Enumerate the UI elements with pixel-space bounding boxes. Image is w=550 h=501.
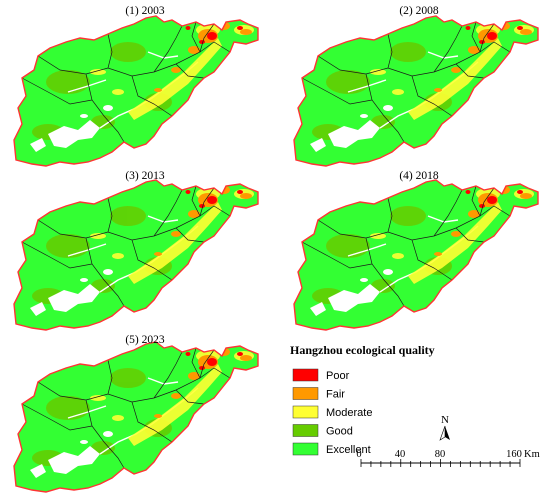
legend-label-poor: Poor: [326, 370, 350, 382]
legend-items: Poor Fair Moderate Good Excellent: [292, 368, 372, 456]
legend-label-good: Good: [326, 426, 353, 438]
scale-tick-label: 40: [395, 449, 406, 460]
north-arrow-icon: N: [439, 414, 450, 441]
legend-swatch-poor: [292, 368, 319, 382]
scale-tick-label: 80: [435, 449, 446, 460]
map-panel-2018: (4) 2018: [294, 170, 538, 330]
legend-swatch-excellent: [292, 442, 319, 456]
legend-swatch-moderate: [292, 405, 319, 419]
panel-label-2008: (2) 2008: [399, 5, 439, 17]
scale-tick-label: 0: [356, 449, 361, 460]
legend-label-fair: Fair: [326, 389, 345, 401]
legend: Hangzhou ecological quality Poor Fair Mode…: [290, 343, 435, 456]
panel-label-2003: (1) 2003: [125, 5, 165, 17]
map-panel-2013: (3) 2013: [14, 170, 258, 330]
map-panel-2023: (5) 2023: [14, 334, 258, 492]
legend-swatch-fair: [292, 387, 319, 400]
legend-title: Hangzhou ecological quality: [290, 343, 435, 357]
legend-label-excellent: Excellent: [326, 444, 371, 456]
scale-unit-label: Km: [524, 449, 540, 460]
panel-label-2013: (3) 2013: [125, 170, 165, 182]
panel-label-2023: (5) 2023: [125, 334, 165, 346]
scale-tick-label: 160: [506, 449, 522, 460]
map-panel-2003: (1) 2003: [14, 5, 258, 166]
scale-bar: 0 40 80 160 Km: [356, 449, 540, 467]
panel-label-2018: (4) 2018: [399, 170, 439, 182]
legend-label-moderate: Moderate: [326, 407, 372, 419]
legend-swatch-good: [292, 424, 319, 437]
north-label: N: [441, 414, 449, 426]
map-panel-2008: (2) 2008: [294, 5, 538, 166]
